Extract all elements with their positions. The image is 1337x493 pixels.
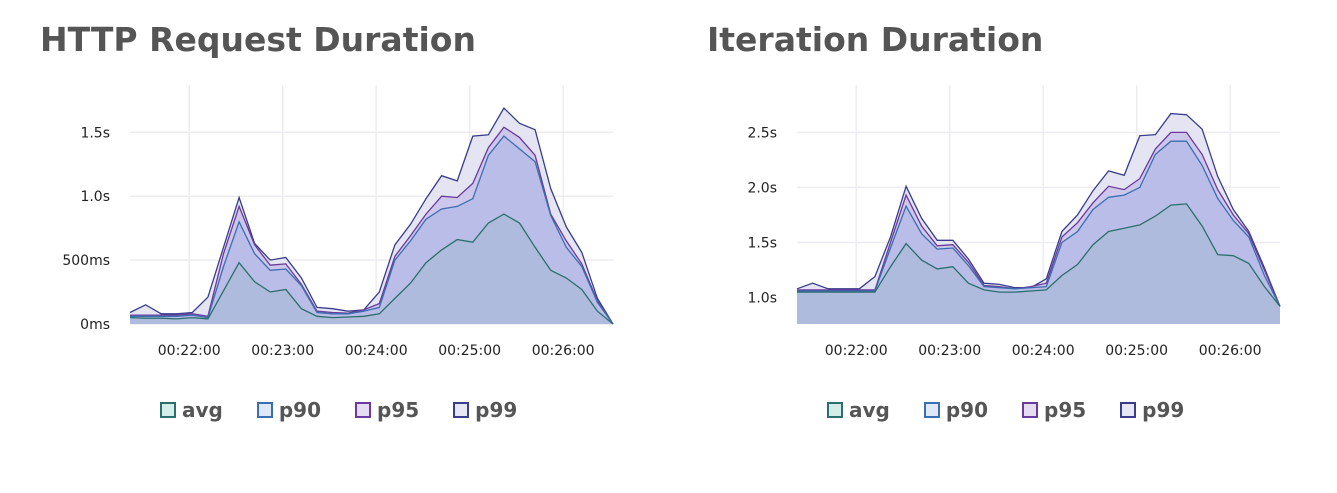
- legend-swatch: [1022, 402, 1039, 418]
- x-tick-label: 00:25:00: [1105, 343, 1168, 359]
- series-area-avg: [130, 214, 613, 324]
- x-tick-label: 00:22:00: [825, 343, 888, 359]
- series-line-p95: [130, 126, 614, 325]
- x-tick-label: 00:23:00: [918, 343, 981, 359]
- legend-swatch: [355, 402, 372, 418]
- x-tick-label: 00:25:00: [438, 343, 501, 359]
- series-line-avg: [129, 213, 614, 325]
- legend-label: avg: [182, 398, 223, 422]
- chart-legend: avg p90 p95 p99: [160, 398, 517, 422]
- legend-label: p99: [1142, 398, 1185, 422]
- legend-label: p95: [1044, 398, 1087, 422]
- legend-label: p90: [278, 398, 322, 422]
- legend-swatch: [453, 402, 470, 418]
- series-line-p99: [796, 112, 1281, 307]
- chart-title: HTTP Request Duration: [40, 20, 476, 59]
- y-tick-label: 1.0s: [747, 291, 777, 307]
- http-request-duration-chart: 0ms 500ms 1.0s 1.5s 00:22:00 00:23:00 00:24:00…: [62, 85, 614, 359]
- series-line-p99: [129, 106, 614, 325]
- legend-item-p99[interactable]: p99: [453, 398, 517, 422]
- x-tick-label: 00:22:00: [158, 343, 221, 359]
- legend-label: avg: [849, 398, 890, 422]
- x-tick-label: 00:23:00: [251, 343, 314, 359]
- series-line-avg: [797, 203, 1281, 307]
- legend-swatch: [923, 402, 940, 418]
- legend-swatch: [1120, 402, 1137, 418]
- legend-item-p99[interactable]: p99: [1120, 398, 1184, 422]
- legend-item-p90[interactable]: p90: [923, 398, 989, 422]
- y-tick-label: 1.5s: [80, 125, 110, 141]
- legend-label: p95: [377, 398, 420, 422]
- iteration-duration-chart: 1.0s 1.5s 2.0s 2.5s 00:22:00 00:23:00 00:24:00…: [747, 85, 1281, 359]
- legend-swatch: [256, 402, 273, 418]
- y-tick-label: 2.5s: [747, 125, 777, 141]
- http-request-duration-panel: HTTP Request Duration 0ms 500ms 1.0s 1.5s 00…: [0, 0, 660, 493]
- y-tick-label: 1.5s: [747, 235, 777, 251]
- x-tick-label: 00:24:00: [345, 343, 408, 359]
- series-area-avg: [797, 203, 1280, 324]
- y-tick-label: 1.0s: [80, 189, 110, 205]
- chart-legend: avg p90 p95 p99: [827, 398, 1184, 422]
- x-tick-label: 00:26:00: [532, 343, 595, 359]
- legend-label: p90: [945, 398, 989, 422]
- series-line-p90: [797, 140, 1281, 307]
- y-tick-label: 500ms: [62, 253, 110, 269]
- y-tick-label: 2.0s: [747, 180, 777, 196]
- y-tick-label: 0ms: [80, 317, 110, 333]
- iteration-duration-panel: Iteration Duration 1.0s 1.5s 2.0s 2.5s 00:22…: [667, 0, 1327, 493]
- legend-item-avg[interactable]: avg: [160, 398, 223, 422]
- x-tick-label: 00:26:00: [1199, 343, 1262, 359]
- legend-label: p99: [475, 398, 518, 422]
- legend-swatch: [827, 402, 843, 418]
- legend-item-p95[interactable]: p95: [1022, 398, 1086, 422]
- chart-title: Iteration Duration: [707, 20, 1044, 59]
- legend-item-p95[interactable]: p95: [355, 398, 419, 422]
- x-tick-label: 00:24:00: [1012, 343, 1075, 359]
- series-line-p90: [130, 135, 614, 325]
- legend-swatch: [160, 402, 176, 418]
- legend-item-p90[interactable]: p90: [256, 398, 322, 422]
- legend-item-avg[interactable]: avg: [827, 398, 890, 422]
